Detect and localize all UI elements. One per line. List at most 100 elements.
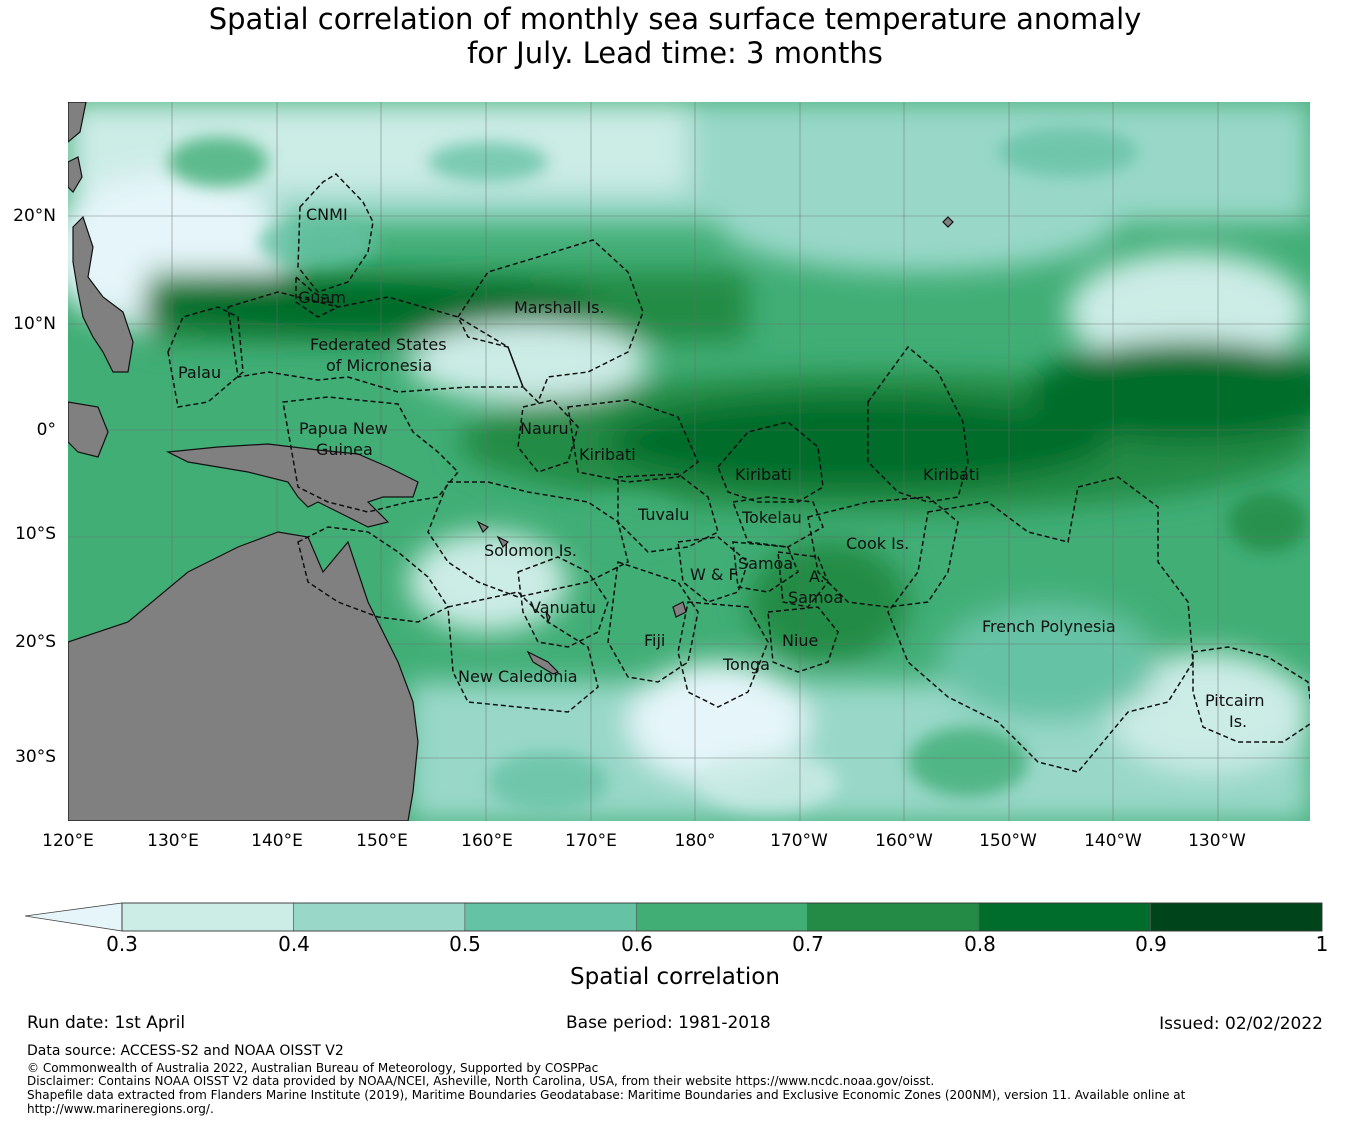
lat-tick-20n: 20°N — [13, 206, 56, 226]
colorbar-extend-triangle — [25, 902, 123, 932]
title-line-2: for July. Lead time: 3 months — [467, 36, 883, 70]
wf-boundary — [677, 536, 749, 603]
lon-tick-160w: 160°W — [875, 831, 933, 851]
niue-boundary — [767, 606, 839, 673]
cook-boundary — [807, 496, 959, 608]
new-caledonia — [526, 650, 560, 675]
new-guinea — [165, 443, 419, 528]
solomon-boundary — [427, 481, 629, 598]
taiwan — [68, 156, 83, 193]
lat-tick-10s: 10°S — [15, 524, 56, 544]
colorbar-tick-0-4: 0.4 — [278, 932, 310, 956]
lon-tick-150e: 150°E — [356, 831, 408, 851]
lat-tick-10n: 10°N — [13, 314, 56, 334]
label-png-2: Guinea — [316, 440, 373, 459]
label-as-1: A. — [809, 567, 825, 586]
lon-tick-170w: 170°W — [770, 831, 828, 851]
lat-tick-0: 0° — [36, 420, 56, 440]
issued-date: Issued: 02/02/2022 — [1159, 1014, 1323, 1034]
lat-tick-20s: 20°S — [15, 632, 56, 652]
run-date: Run date: 1st April — [27, 1013, 186, 1033]
label-kiribati-e: Kiribati — [923, 465, 980, 484]
label-pitcairn-2: Is. — [1229, 712, 1247, 731]
label-kiribati-c: Kiribati — [735, 465, 792, 484]
label-cnmi: CNMI — [306, 205, 348, 224]
fsm-boundary — [227, 291, 525, 393]
american-samoa-boundary — [777, 551, 829, 608]
label-palau: Palau — [178, 363, 221, 382]
lon-tick-130e: 130°E — [147, 831, 199, 851]
label-fiji: Fiji — [644, 631, 665, 650]
base-period: Base period: 1981-2018 — [566, 1013, 771, 1033]
label-tonga: Tonga — [722, 655, 770, 674]
indonesia-maluku — [68, 401, 109, 458]
title-line-1: Spatial correlation of monthly sea surfa… — [208, 2, 1142, 36]
label-french-polynesia: French Polynesia — [982, 617, 1116, 636]
colorbar-tick-1: 1 — [1315, 932, 1329, 956]
tokelau-boundary — [731, 496, 824, 548]
label-marshall: Marshall Is. — [514, 298, 605, 317]
label-kiribati-w: Kiribati — [579, 445, 636, 464]
lon-tick-130w: 130°W — [1188, 831, 1246, 851]
region-labels: CNMI Guam Marshall Is. Federated States … — [178, 205, 1265, 731]
label-cook: Cook Is. — [846, 534, 909, 553]
land — [68, 102, 954, 821]
label-nauru: Nauru — [520, 419, 569, 438]
disclaimer: Disclaimer: Contains NOAA OISST V2 data … — [27, 1074, 935, 1088]
colorbar-segment — [978, 902, 1151, 932]
guam-boundary — [295, 275, 340, 318]
australia — [68, 531, 419, 821]
marshall-boundary — [457, 239, 644, 404]
label-guam: Guam — [298, 288, 346, 307]
tonga-boundary — [677, 601, 769, 708]
colorbar-segments — [121, 902, 1323, 932]
label-tokelau: Tokelau — [741, 508, 802, 527]
label-solomon: Solomon Is. — [484, 541, 577, 560]
samoa-boundary — [732, 541, 799, 593]
data-source: Data source: ACCESS-S2 and NOAA OISST V2 — [27, 1043, 344, 1059]
cnmi-boundary — [297, 173, 374, 293]
vanuatu — [545, 611, 551, 625]
map-svg: CNMI Guam Marshall Is. Federated States … — [68, 102, 1310, 821]
png-south-boundary — [297, 526, 450, 623]
lon-tick-180: 180° — [674, 831, 716, 851]
colorbar-segment — [807, 902, 980, 932]
graticule — [68, 102, 1310, 821]
chart-title: Spatial correlation of monthly sea surfa… — [0, 2, 1350, 70]
philippines — [72, 215, 134, 373]
new-caledonia-boundary — [447, 591, 599, 713]
colorbar-segment — [293, 902, 466, 932]
colorbar — [25, 902, 1323, 932]
colorbar-segment — [635, 902, 809, 932]
label-fsm-2: of Micronesia — [326, 356, 432, 375]
french-polynesia-boundary — [887, 476, 1194, 773]
hawaii — [942, 216, 954, 228]
colorbar-segment — [121, 902, 294, 932]
fiji-boundary — [607, 560, 699, 683]
label-as-2: Samoa — [788, 588, 843, 607]
solomon-islands — [476, 520, 510, 549]
label-samoa: Samoa — [738, 554, 793, 573]
colorbar-tick-0-3: 0.3 — [106, 932, 138, 956]
lon-tick-140e: 140°E — [251, 831, 303, 851]
kiribati-e-boundary — [867, 345, 969, 503]
kiribati-c-boundary — [717, 421, 824, 503]
fiji — [672, 601, 687, 618]
lat-tick-30s: 30°S — [15, 747, 56, 767]
colorbar-segment — [1150, 902, 1323, 932]
nauru-boundary — [517, 399, 579, 473]
map-panel[interactable]: CNMI Guam Marshall Is. Federated States … — [68, 102, 1310, 821]
lon-tick-170e: 170°E — [565, 831, 617, 851]
colorbar-tick-0-8: 0.8 — [964, 932, 996, 956]
colorbar-label: Spatial correlation — [570, 964, 780, 990]
label-niue: Niue — [782, 631, 818, 650]
tuvalu-boundary — [617, 473, 719, 553]
label-pitcairn-1: Pitcairn — [1205, 691, 1265, 710]
label-vanuatu: Vanuatu — [530, 598, 596, 617]
sulawesi-top — [68, 102, 87, 143]
colorbar-tick-0-7: 0.7 — [792, 932, 824, 956]
label-fsm-1: Federated States — [310, 335, 447, 354]
palau-boundary — [167, 306, 244, 408]
label-tuvalu: Tuvalu — [637, 505, 689, 524]
lon-tick-150w: 150°W — [979, 831, 1037, 851]
